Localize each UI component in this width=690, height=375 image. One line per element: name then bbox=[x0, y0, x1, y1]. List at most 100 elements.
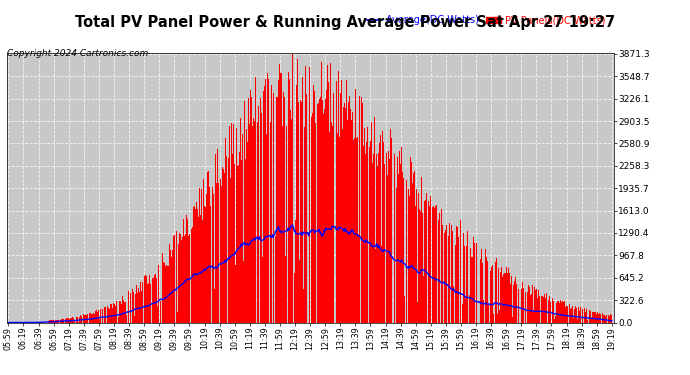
Bar bbox=[429, 206, 430, 322]
Bar bbox=[206, 194, 207, 322]
Bar bbox=[276, 97, 277, 322]
Bar bbox=[70, 318, 71, 322]
Bar bbox=[247, 142, 248, 322]
Bar bbox=[402, 161, 403, 322]
Bar bbox=[128, 291, 129, 322]
Bar bbox=[567, 306, 568, 322]
Bar bbox=[593, 312, 594, 322]
Bar bbox=[270, 105, 271, 322]
Bar bbox=[398, 174, 399, 322]
Bar bbox=[184, 237, 186, 322]
Bar bbox=[574, 309, 575, 322]
Bar bbox=[229, 126, 230, 322]
Bar bbox=[604, 314, 605, 322]
Bar bbox=[55, 320, 56, 322]
Bar bbox=[101, 311, 102, 322]
Bar bbox=[379, 142, 380, 322]
Bar bbox=[491, 304, 492, 322]
Bar bbox=[60, 320, 61, 322]
Bar bbox=[482, 263, 483, 322]
Bar bbox=[584, 308, 585, 322]
Bar bbox=[318, 103, 319, 322]
Bar bbox=[107, 306, 108, 322]
Bar bbox=[115, 306, 116, 322]
Bar bbox=[378, 153, 379, 322]
Bar bbox=[463, 232, 464, 322]
Bar bbox=[609, 315, 610, 322]
Bar bbox=[356, 138, 357, 322]
Bar bbox=[346, 94, 348, 322]
Bar bbox=[391, 138, 392, 322]
Bar bbox=[299, 260, 300, 322]
Bar bbox=[586, 309, 587, 322]
Bar bbox=[187, 219, 188, 322]
Bar bbox=[201, 189, 202, 322]
Bar bbox=[562, 301, 563, 322]
Bar bbox=[577, 319, 578, 322]
Bar bbox=[162, 253, 163, 322]
Bar bbox=[311, 117, 312, 322]
Bar bbox=[413, 172, 414, 322]
Bar bbox=[105, 309, 106, 322]
Bar bbox=[371, 122, 372, 322]
Bar bbox=[389, 159, 390, 322]
Bar bbox=[123, 302, 124, 322]
Bar bbox=[472, 257, 473, 322]
Bar bbox=[384, 164, 385, 322]
Bar bbox=[383, 142, 384, 322]
Bar bbox=[158, 265, 159, 322]
Bar bbox=[465, 298, 466, 322]
Bar bbox=[140, 282, 141, 322]
Bar bbox=[471, 257, 472, 322]
Bar bbox=[364, 128, 365, 322]
Bar bbox=[377, 146, 378, 322]
Bar bbox=[61, 320, 62, 322]
Bar bbox=[339, 137, 340, 322]
Bar bbox=[330, 63, 331, 322]
Bar bbox=[351, 120, 352, 322]
Bar bbox=[354, 138, 355, 322]
Bar bbox=[126, 315, 127, 322]
Bar bbox=[304, 127, 305, 322]
Bar bbox=[595, 314, 596, 322]
Bar bbox=[374, 117, 375, 322]
Bar bbox=[332, 92, 333, 322]
Bar bbox=[486, 257, 487, 322]
Bar bbox=[516, 284, 518, 322]
Bar bbox=[467, 231, 468, 322]
Bar bbox=[529, 286, 530, 322]
Bar bbox=[121, 304, 122, 322]
Bar bbox=[487, 261, 488, 322]
Bar bbox=[305, 66, 306, 322]
Bar bbox=[521, 289, 522, 322]
Bar bbox=[540, 292, 542, 322]
Bar bbox=[399, 152, 400, 322]
Bar bbox=[442, 200, 443, 322]
Bar bbox=[423, 276, 424, 322]
Bar bbox=[212, 162, 213, 322]
Bar bbox=[444, 233, 445, 322]
Bar bbox=[564, 305, 565, 322]
Bar bbox=[396, 163, 397, 322]
Bar bbox=[499, 310, 500, 322]
Bar bbox=[341, 118, 342, 322]
Bar bbox=[432, 207, 433, 322]
Bar bbox=[62, 319, 63, 322]
Bar bbox=[552, 298, 553, 322]
Bar bbox=[309, 67, 310, 322]
Bar bbox=[179, 233, 180, 322]
Bar bbox=[400, 164, 401, 322]
Bar bbox=[535, 290, 536, 322]
Bar bbox=[572, 306, 573, 322]
Bar bbox=[321, 62, 322, 322]
Bar bbox=[241, 160, 242, 322]
Bar bbox=[210, 207, 211, 322]
Bar bbox=[135, 285, 136, 322]
Bar bbox=[218, 164, 219, 322]
Bar bbox=[291, 119, 292, 322]
Bar bbox=[83, 314, 84, 322]
Bar bbox=[598, 315, 599, 322]
Bar bbox=[357, 136, 358, 322]
Bar bbox=[73, 318, 74, 322]
Bar bbox=[242, 134, 243, 322]
